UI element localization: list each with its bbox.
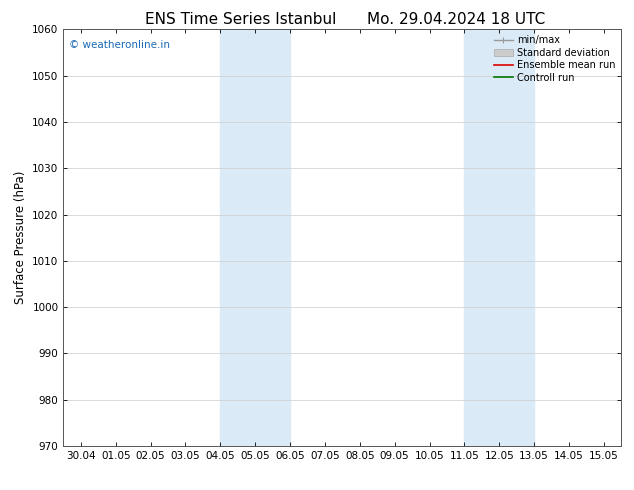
Y-axis label: Surface Pressure (hPa): Surface Pressure (hPa)	[14, 171, 27, 304]
Bar	[221, 29, 290, 446]
Text: Mo. 29.04.2024 18 UTC: Mo. 29.04.2024 18 UTC	[367, 12, 546, 27]
Text: © weatheronline.in: © weatheronline.in	[69, 40, 170, 50]
Legend: min/max, Standard deviation, Ensemble mean run, Controll run: min/max, Standard deviation, Ensemble me…	[491, 32, 618, 85]
Text: ENS Time Series Istanbul: ENS Time Series Istanbul	[145, 12, 337, 27]
Bar	[464, 29, 534, 446]
